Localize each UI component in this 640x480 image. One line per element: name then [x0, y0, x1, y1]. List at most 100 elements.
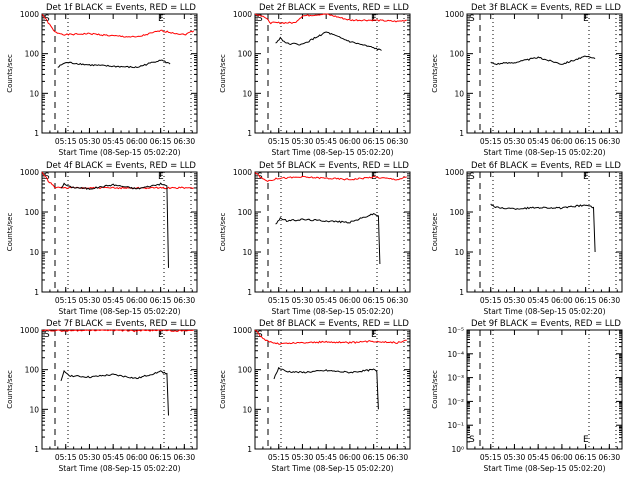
panel-title: Det 6f BLACK = Events, RED = LLD [471, 161, 621, 171]
panel-det-4: Det 4f BLACK = Events, RED = LLD Counts/s… [6, 161, 198, 316]
y-axis-label: Counts/sec [6, 54, 14, 93]
series-line-red [41, 329, 194, 333]
series-line-black [273, 366, 379, 410]
x-tick-label: 05:15 [268, 453, 290, 462]
plot-frame [254, 13, 411, 134]
x-tick-label: 05:30 [504, 137, 526, 146]
panel-det-2: Det 2f BLACK = Events, RED = LLD Counts/s… [219, 3, 411, 157]
x-tick-label: 06:30 [599, 296, 621, 305]
x-tick-label: 05:45 [315, 296, 337, 305]
x-tick-label: 06:00 [126, 453, 148, 462]
x-tick-label: 05:45 [102, 453, 124, 462]
plot-frame [41, 13, 198, 134]
y-axis-label: Counts/sec [431, 213, 439, 252]
x-tick-label: 05:45 [527, 453, 549, 462]
panel-det-7: Det 7f BLACK = Events, RED = LLD Counts/s… [6, 319, 198, 473]
y-axis-label: Counts/sec [6, 370, 14, 409]
y-axis-label: Counts/sec [431, 54, 439, 93]
panel-det-9: Det 9f BLACK = Events, RED = LLD Counts/s… [431, 319, 623, 473]
end-marker: E [583, 14, 589, 24]
x-tick-label: 05:15 [480, 137, 502, 146]
plot-frame [41, 329, 198, 450]
series-line-black [275, 212, 381, 265]
panel-det-1: Det 1f BLACK = Events, RED = LLD Counts/s… [6, 3, 198, 157]
y-tick-label: 1 [247, 445, 252, 454]
x-tick-label: 05:45 [102, 296, 124, 305]
x-axis-label: Start Time (08-Sep-15 05:02:20) [272, 464, 394, 473]
x-tick-label: 06:30 [174, 296, 196, 305]
end-marker: E [583, 435, 589, 445]
x-tick-label: 05:15 [480, 296, 502, 305]
y-tick-label: 10 [242, 89, 252, 98]
y-tick-label: 10 [29, 248, 39, 257]
end-marker: E [583, 172, 589, 182]
x-tick-label: 06:00 [339, 137, 361, 146]
y-tick-label: 100 [25, 208, 40, 217]
y-tick-label: 1000 [233, 168, 252, 177]
x-tick-label: 06:15 [575, 453, 597, 462]
y-tick-label: 1000 [233, 326, 252, 335]
x-tick-label: 06:15 [363, 296, 385, 305]
y-tick-label: 1 [34, 288, 39, 297]
start-marker: S [469, 435, 475, 445]
panel-title: Det 7f BLACK = Events, RED = LLD [46, 319, 196, 329]
x-tick-label: 06:00 [551, 137, 573, 146]
panel-det-6: Det 6f BLACK = Events, RED = LLD Counts/s… [431, 161, 623, 316]
x-tick-label: 06:30 [599, 453, 621, 462]
plot-frame [466, 13, 623, 134]
start-marker: S [469, 172, 475, 182]
y-tick-label: 1000 [20, 10, 39, 19]
end-marker: E [158, 172, 164, 182]
y-tick-label: 10⁻¹ [447, 421, 464, 430]
panel-title: Det 2f BLACK = Events, RED = LLD [259, 3, 409, 13]
y-tick-label: 10 [29, 405, 39, 414]
x-axis-label: Start Time (08-Sep-15 05:02:20) [272, 307, 394, 316]
series-line-black [60, 182, 169, 268]
x-tick-label: 06:00 [126, 296, 148, 305]
x-tick-label: 05:45 [102, 137, 124, 146]
y-tick-label: 100 [238, 50, 253, 59]
x-tick-label: 06:15 [363, 453, 385, 462]
y-tick-label: 1 [247, 288, 252, 297]
y-tick-label: 10 [454, 89, 464, 98]
y-tick-label: 1000 [233, 10, 252, 19]
y-tick-label: 1000 [445, 10, 464, 19]
x-tick-label: 06:15 [575, 137, 597, 146]
y-axis-label: Counts/sec [219, 370, 227, 409]
y-tick-label: 100 [25, 50, 40, 59]
series-line-black [490, 55, 596, 66]
x-tick-label: 05:30 [79, 296, 101, 305]
x-tick-label: 06:15 [363, 137, 385, 146]
x-tick-label: 06:30 [599, 137, 621, 146]
x-tick-label: 06:15 [150, 296, 172, 305]
y-tick-label: 1000 [445, 168, 464, 177]
y-axis-label: Counts/sec [219, 213, 227, 252]
start-marker: S [44, 172, 50, 182]
plot-frame [466, 329, 623, 450]
plot-frame [41, 171, 198, 293]
y-tick-label: 10 [242, 248, 252, 257]
y-tick-label: 10⁻⁴ [447, 350, 464, 359]
y-tick-label: 100 [450, 50, 465, 59]
y-tick-label: 100 [450, 208, 465, 217]
x-tick-label: 06:15 [150, 453, 172, 462]
y-tick-label: 10 [454, 248, 464, 257]
series-line-black [57, 59, 171, 69]
panel-title: Det 9f BLACK = Events, RED = LLD [471, 319, 621, 329]
x-axis-label: Start Time (08-Sep-15 05:02:20) [59, 307, 181, 316]
series-line-red [254, 172, 407, 182]
series-line-red [41, 14, 195, 38]
y-tick-label: 10 [29, 89, 39, 98]
panel-title: Det 1f BLACK = Events, RED = LLD [46, 3, 196, 13]
x-tick-label: 06:30 [387, 296, 409, 305]
x-tick-label: 05:15 [480, 453, 502, 462]
y-tick-label: 1 [247, 129, 252, 138]
panel-title: Det 8f BLACK = Events, RED = LLD [259, 319, 409, 329]
panel-title: Det 5f BLACK = Events, RED = LLD [259, 161, 409, 171]
x-tick-label: 06:30 [387, 453, 409, 462]
y-tick-label: 10⁻² [447, 397, 464, 406]
y-axis-label: Counts/sec [6, 213, 14, 252]
y-tick-label: 10⁻⁵ [447, 326, 464, 335]
y-axis-label: Counts/sec [431, 370, 439, 409]
